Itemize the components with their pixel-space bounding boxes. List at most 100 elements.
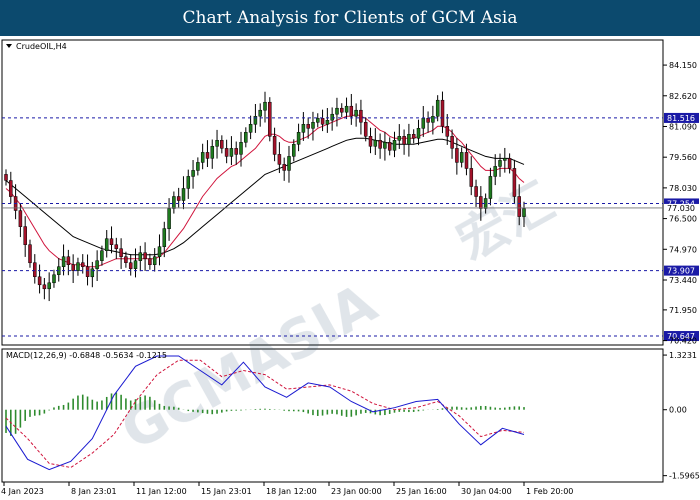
level-tag-label: 70.647 xyxy=(667,332,695,341)
macd-label: MACD(12,26,9) -0.6848 -0.5634 -0.1215 xyxy=(6,351,167,360)
candle-bullish xyxy=(316,118,320,123)
time-axis-tick-label: 1 Feb 20:00 xyxy=(526,487,573,496)
candle-bullish xyxy=(503,158,507,161)
candle-bearish xyxy=(66,256,71,265)
candle-bearish xyxy=(455,148,459,163)
current-price-tag xyxy=(664,203,699,213)
candle-bearish xyxy=(128,262,133,269)
chart-title: Chart Analysis for Clients of GCM Asia xyxy=(0,0,700,36)
time-axis-tick-label: 18 Jan 12:00 xyxy=(266,487,317,496)
price-axis-tick-label: 81.090 xyxy=(669,122,697,131)
candle-bearish xyxy=(42,284,47,290)
candle-bearish xyxy=(148,258,152,265)
level-tag xyxy=(664,198,699,209)
candle-bearish xyxy=(402,136,406,145)
candle-bullish xyxy=(263,101,267,111)
candle-bullish xyxy=(354,109,358,117)
candle-bullish xyxy=(76,262,80,271)
symbol-label: CrudeOIL,H4 xyxy=(16,42,67,51)
candle-bullish xyxy=(435,99,440,117)
candle-bullish xyxy=(239,142,243,155)
macd-signal-line xyxy=(5,359,525,469)
candle-bearish xyxy=(349,105,354,117)
candle-bearish xyxy=(320,118,325,125)
candle-bearish xyxy=(306,124,310,129)
candle-bearish xyxy=(340,107,344,113)
candle-bearish xyxy=(119,248,123,257)
candle-bullish xyxy=(248,124,253,133)
candle-bearish xyxy=(512,168,517,197)
candle-bearish xyxy=(479,196,483,209)
candle-bullish xyxy=(330,113,334,121)
candle-bearish xyxy=(277,154,282,165)
level-tag xyxy=(664,112,699,123)
level-tag xyxy=(664,331,699,342)
symbol-dropdown-icon[interactable] xyxy=(6,44,12,48)
candle-bearish xyxy=(268,101,272,137)
candle-bearish xyxy=(114,244,119,249)
price-axis-tick-label: 70.420 xyxy=(669,337,697,346)
candle-bullish xyxy=(200,152,205,163)
candle-bullish xyxy=(258,109,262,117)
candle-bullish xyxy=(172,196,176,209)
candle-bearish xyxy=(18,210,23,227)
candle-bearish xyxy=(4,174,8,181)
candle-bullish xyxy=(152,256,157,265)
candle-bullish xyxy=(196,162,200,171)
macd-main-line xyxy=(5,355,525,471)
price-axis-tick-label: 76.500 xyxy=(669,215,697,224)
candle-bearish xyxy=(411,134,416,139)
macd-axis-tick-label: -1.5965 xyxy=(669,472,700,481)
candle-bullish xyxy=(522,208,526,217)
candle-bearish xyxy=(220,140,224,149)
candle-bullish xyxy=(397,136,402,141)
candle-bullish xyxy=(301,124,306,133)
time-axis-tick-label: 30 Jan 04:00 xyxy=(461,487,512,496)
candle-bearish xyxy=(71,264,75,271)
candle-bullish xyxy=(498,160,502,167)
time-axis-tick-label: 8 Jan 23:01 xyxy=(71,487,117,496)
candle-bullish xyxy=(421,118,426,129)
candle-bearish xyxy=(517,196,521,217)
current-price-label: 77.030 xyxy=(667,204,695,213)
candle-bullish xyxy=(215,140,219,147)
candle-bearish xyxy=(234,148,238,155)
candle-bullish xyxy=(104,238,109,251)
candle-bullish xyxy=(335,107,339,115)
candle-bullish xyxy=(431,116,435,123)
price-axis-tick-label: 84.150 xyxy=(669,61,697,70)
candle-bullish xyxy=(292,144,296,157)
candle-bearish xyxy=(23,226,27,245)
candle-bullish xyxy=(167,208,171,229)
price-axis-tick-label: 71.950 xyxy=(669,306,697,315)
price-axis-tick-label: 82.620 xyxy=(669,92,697,101)
macd-axis-tick-label: 0.00 xyxy=(669,406,687,415)
candle-bullish xyxy=(90,268,95,278)
candle-bullish xyxy=(493,166,497,177)
candle-bullish xyxy=(373,140,378,147)
candle-bullish xyxy=(383,142,387,149)
candle-bearish xyxy=(368,136,373,147)
time-axis-tick-label: 4 Jan 2023 xyxy=(1,487,44,496)
time-axis-tick-label: 11 Jan 12:00 xyxy=(136,487,187,496)
candle-bearish xyxy=(440,99,445,127)
ma-slow-line xyxy=(5,137,525,256)
candle-bearish xyxy=(85,266,90,277)
candle-bullish xyxy=(392,140,397,151)
macd-panel-frame xyxy=(1,348,664,483)
candle-bearish xyxy=(469,168,474,187)
candle-bearish xyxy=(363,122,368,137)
level-tag-label: 81.516 xyxy=(667,114,695,123)
candle-bullish xyxy=(133,260,138,269)
candle-bullish xyxy=(311,122,315,129)
time-axis-tick-label: 23 Jan 00:00 xyxy=(331,487,382,496)
candle-bearish xyxy=(426,118,430,123)
candle-bearish xyxy=(507,158,512,169)
candle-bearish xyxy=(378,140,382,149)
candle-bearish xyxy=(143,252,147,259)
candle-bearish xyxy=(205,152,210,159)
candle-bullish xyxy=(407,134,411,145)
candle-bearish xyxy=(387,142,392,151)
candle-bearish xyxy=(224,148,229,157)
candle-bullish xyxy=(325,120,330,125)
